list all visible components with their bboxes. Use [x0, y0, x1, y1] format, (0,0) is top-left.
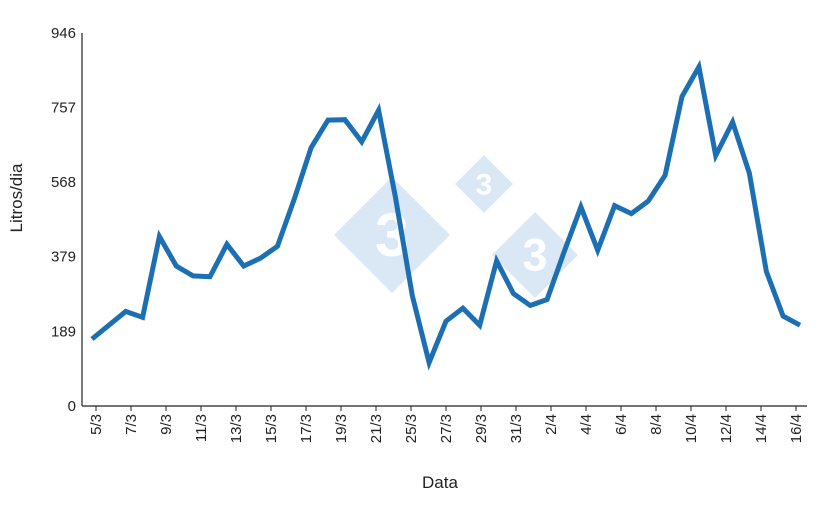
- data-point: [578, 204, 583, 209]
- y-axis-ticks: 0 189 379 568 757 946: [51, 25, 76, 415]
- data-point: [140, 315, 145, 320]
- x-tick-label: 15/3: [263, 414, 280, 443]
- data-point: [208, 274, 213, 279]
- data-point: [157, 234, 162, 239]
- y-tick-label: 0: [68, 398, 76, 415]
- x-tick-label: 7/3: [123, 414, 140, 435]
- data-point: [444, 319, 449, 324]
- data-point: [393, 195, 398, 200]
- x-tick-label: 13/3: [228, 414, 245, 443]
- x-tick-label: 2/4: [543, 414, 560, 435]
- data-point: [562, 250, 567, 255]
- x-tick-label: 17/3: [298, 414, 315, 443]
- data-point: [376, 108, 381, 113]
- x-axis-ticks: 5/3 7/3 9/3 11/3 13/3 15/3 17/3 19/3 21/3 25/3 27/…: [88, 406, 805, 443]
- x-tick-label: 11/3: [193, 414, 210, 442]
- x-tick-label: 29/3: [473, 414, 490, 443]
- x-tick-label: 9/3: [158, 414, 175, 435]
- x-tick-label: 12/4: [718, 414, 735, 443]
- x-tick-label: 14/4: [753, 414, 770, 443]
- data-point: [747, 171, 752, 176]
- data-point: [494, 258, 499, 263]
- data-point: [275, 244, 280, 249]
- x-tick-label: 25/3: [403, 414, 420, 443]
- data-point: [258, 256, 263, 261]
- data-point: [90, 336, 95, 341]
- data-point: [798, 323, 803, 328]
- data-point: [511, 291, 516, 296]
- y-tick-label: 946: [51, 25, 76, 42]
- data-point: [241, 264, 246, 269]
- data-point: [528, 303, 533, 308]
- data-point: [326, 118, 331, 123]
- x-tick-label: 10/4: [683, 414, 700, 443]
- x-tick-label: 4/4: [578, 414, 595, 435]
- watermark-diamond: [334, 177, 450, 293]
- y-axis-title: Litros/dia: [7, 163, 26, 233]
- y-tick-label: 757: [51, 100, 76, 117]
- x-tick-label: 6/4: [613, 414, 630, 435]
- watermark-text: 3: [522, 229, 547, 280]
- data-point: [106, 323, 111, 328]
- y-tick-label: 379: [51, 249, 76, 266]
- watermark: 333: [334, 155, 578, 298]
- data-point: [781, 314, 786, 319]
- x-tick-label: 31/3: [508, 414, 525, 443]
- x-tick-label: 8/4: [648, 414, 665, 435]
- data-point: [545, 297, 550, 302]
- data-point: [410, 293, 415, 298]
- series: [90, 59, 803, 371]
- series-line: [90, 59, 802, 371]
- watermark-text: 3: [476, 168, 493, 201]
- x-axis-title: Data: [422, 473, 458, 492]
- data-point: [174, 264, 179, 269]
- y-tick-label: 189: [51, 323, 76, 340]
- data-point: [696, 64, 701, 69]
- watermark-diamond: [455, 155, 513, 213]
- data-point: [713, 153, 718, 158]
- data-point: [680, 94, 685, 99]
- data-point: [191, 273, 196, 278]
- x-tick-label: 21/3: [368, 414, 385, 443]
- data-point: [629, 211, 634, 216]
- data-point: [224, 242, 229, 247]
- data-point: [359, 139, 364, 144]
- data-point: [595, 248, 600, 253]
- data-point: [309, 145, 314, 150]
- x-tick-label: 5/3: [88, 414, 105, 435]
- data-point: [646, 198, 651, 203]
- x-tick-label: 27/3: [438, 414, 455, 443]
- data-point: [477, 323, 482, 328]
- data-point: [663, 173, 668, 178]
- x-tick-label: 16/4: [788, 414, 805, 443]
- data-point: [342, 117, 347, 122]
- data-point: [612, 203, 617, 208]
- y-tick-label: 568: [51, 174, 76, 191]
- data-point: [123, 309, 128, 314]
- data-point: [764, 269, 769, 274]
- data-point: [427, 360, 432, 365]
- data-point: [460, 306, 465, 311]
- data-point: [730, 120, 735, 125]
- data-point: [292, 196, 297, 201]
- axes: [81, 33, 807, 407]
- x-tick-label: 19/3: [333, 414, 350, 443]
